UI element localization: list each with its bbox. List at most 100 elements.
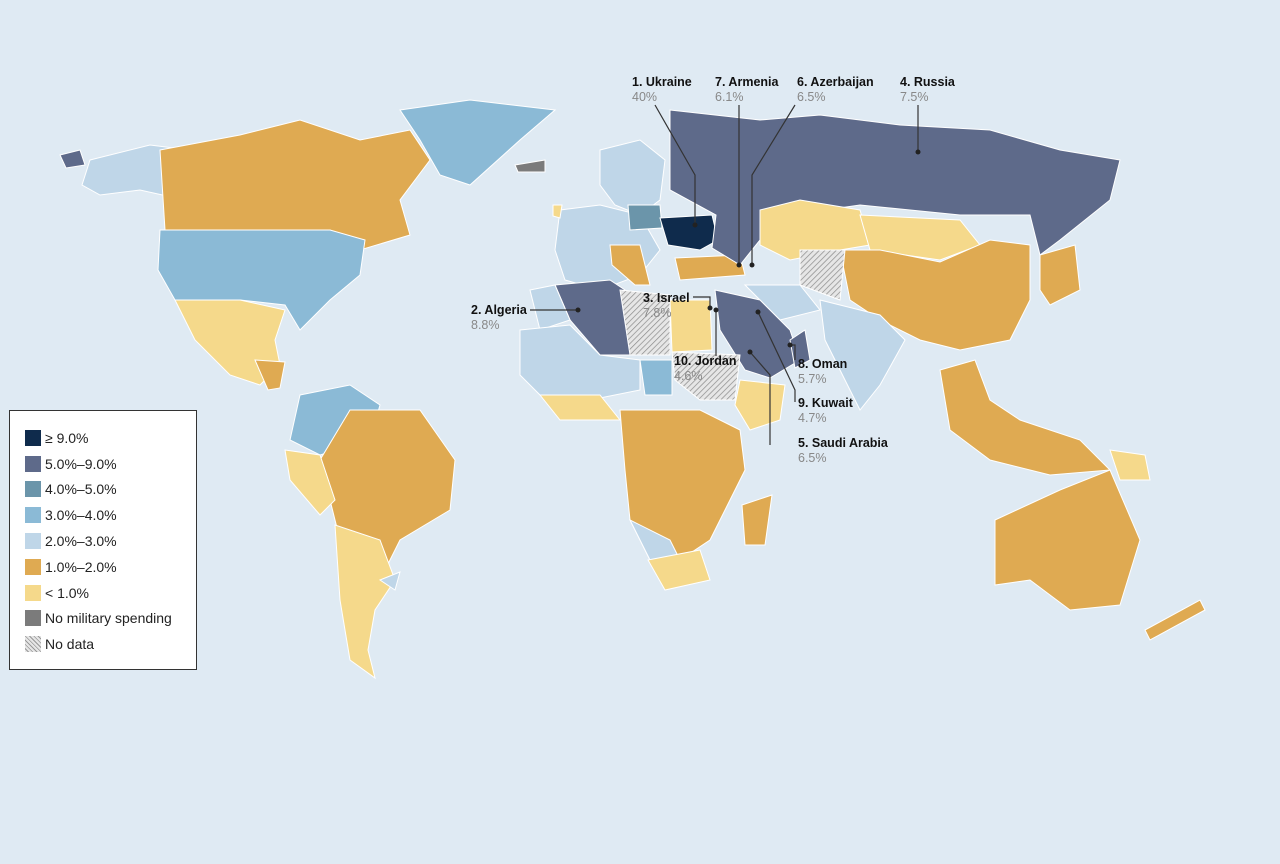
- region-uruguay: [378, 571, 401, 591]
- callout-name: 2. Algeria: [471, 303, 527, 317]
- callout-name: 5. Saudi Arabia: [798, 436, 888, 450]
- dot-saudi-arabia: [747, 349, 753, 355]
- legend-item: 3.0%–4.0%: [25, 502, 196, 528]
- callout-algeria: 2. Algeria 8.8%: [471, 303, 527, 333]
- callout-name: 3. Israel: [643, 291, 690, 305]
- region-argentina: [334, 524, 396, 680]
- dot-oman: [787, 342, 793, 348]
- callout-name: 10. Jordan: [674, 354, 737, 368]
- region-peru: [284, 449, 336, 516]
- legend-swatch: [25, 610, 41, 627]
- callout-ukraine: 1. Ukraine 40%: [632, 75, 692, 105]
- region-mongolia: [859, 214, 981, 261]
- legend-item: 5.0%–9.0%: [25, 451, 196, 477]
- dot-azerbaijan: [749, 262, 755, 268]
- legend-item: No military spending: [25, 606, 196, 632]
- leader-israel: [693, 296, 711, 308]
- callout-value: 8.8%: [471, 318, 500, 332]
- legend-label: No data: [45, 636, 95, 653]
- legend-label: 4.0%–5.0%: [45, 481, 117, 498]
- region-chad: [639, 359, 673, 396]
- dot-ukraine: [692, 222, 698, 228]
- callout-name: 9. Kuwait: [798, 396, 853, 410]
- region-west-africa: [519, 324, 641, 401]
- legend-item: 4.0%–5.0%: [25, 477, 196, 503]
- callout-name: 1. Ukraine: [632, 75, 692, 89]
- region-iceland: [514, 159, 546, 173]
- callout-value: 7.5%: [900, 90, 929, 104]
- callout-russia: 4. Russia 7.5%: [900, 75, 955, 105]
- legend-label: No military spending: [45, 610, 172, 627]
- legend-item: No data: [25, 631, 196, 657]
- legend-item: 2.0%–3.0%: [25, 528, 196, 554]
- callout-oman: 8. Oman 5.7%: [798, 357, 847, 387]
- region-new-zealand: [1144, 599, 1206, 641]
- callout-value: 6.5%: [798, 451, 827, 465]
- region-australia: [994, 469, 1141, 611]
- callout-jordan: 10. Jordan 4.6%: [674, 354, 737, 384]
- legend-swatch: [25, 584, 41, 601]
- legend-swatch: [25, 533, 41, 550]
- dot-israel: [707, 305, 713, 311]
- legend-swatch: [25, 429, 41, 446]
- callout-azerbaijan: 6. Azerbaijan 6.5%: [797, 75, 874, 105]
- legend-swatch: [25, 636, 41, 653]
- region-kamchatka-west: [59, 149, 86, 169]
- legend-label: ≥ 9.0%: [45, 429, 89, 446]
- region-japan: [1039, 244, 1081, 306]
- dot-armenia: [736, 262, 742, 268]
- region-ukraine: [659, 214, 719, 251]
- region-gulf-of-guinea: [538, 394, 622, 421]
- callout-saudi-arabia: 5. Saudi Arabia 6.5%: [798, 436, 888, 466]
- callout-value: 6.5%: [797, 90, 826, 104]
- legend-label: 1.0%–2.0%: [45, 558, 117, 575]
- region-central-africa: [619, 409, 746, 561]
- region-png: [1109, 449, 1151, 481]
- legend-swatch: [25, 481, 41, 498]
- callout-name: 4. Russia: [900, 75, 955, 89]
- callout-name: 6. Azerbaijan: [797, 75, 874, 89]
- region-egypt: [669, 299, 713, 353]
- callout-value: 40%: [632, 90, 658, 104]
- region-usa: [157, 229, 366, 331]
- leader-ukraine: [654, 104, 696, 225]
- legend-swatch: [25, 558, 41, 575]
- region-morocco: [529, 284, 571, 331]
- region-scandinavia: [599, 139, 666, 216]
- region-southeast-asia: [939, 359, 1112, 476]
- callout-name: 7. Armenia: [715, 75, 779, 89]
- region-ireland: [552, 204, 563, 219]
- region-india: [819, 299, 906, 411]
- region-sudan: [671, 351, 741, 401]
- region-russia: [669, 109, 1121, 266]
- callout-value: 4.7%: [798, 411, 827, 425]
- region-central-america: [254, 359, 286, 391]
- region-poland: [627, 204, 663, 231]
- region-ethiopia: [734, 379, 786, 431]
- callout-kuwait: 9. Kuwait 4.7%: [798, 396, 853, 426]
- region-kazakhstan: [759, 199, 871, 261]
- leader-kuwait: [757, 311, 796, 402]
- legend-item: 1.0%–2.0%: [25, 554, 196, 580]
- callout-israel: 3. Israel 7.8%: [643, 291, 690, 321]
- legend-label: 2.0%–3.0%: [45, 533, 117, 550]
- callout-value: 6.1%: [715, 90, 744, 104]
- legend-label: 3.0%–4.0%: [45, 507, 117, 524]
- legend-swatch: [25, 455, 41, 472]
- region-italy: [609, 244, 651, 286]
- region-libya: [619, 289, 671, 356]
- leader-saudi-arabia: [749, 351, 771, 445]
- region-greenland: [399, 99, 557, 186]
- legend-swatch: [25, 507, 41, 524]
- callout-armenia: 7. Armenia 6.1%: [715, 75, 778, 105]
- map-legend: ≥ 9.0% 5.0%–9.0% 4.0%–5.0% 3.0%–4.0% 2.0…: [9, 410, 197, 670]
- legend-label: 5.0%–9.0%: [45, 455, 117, 472]
- callout-value: 5.7%: [798, 372, 827, 386]
- dot-kuwait: [755, 309, 761, 315]
- dot-russia: [915, 149, 921, 155]
- region-turkey: [674, 254, 746, 281]
- region-south-africa: [647, 549, 711, 591]
- legend-label: < 1.0%: [45, 584, 89, 601]
- callout-value: 7.8%: [643, 306, 672, 320]
